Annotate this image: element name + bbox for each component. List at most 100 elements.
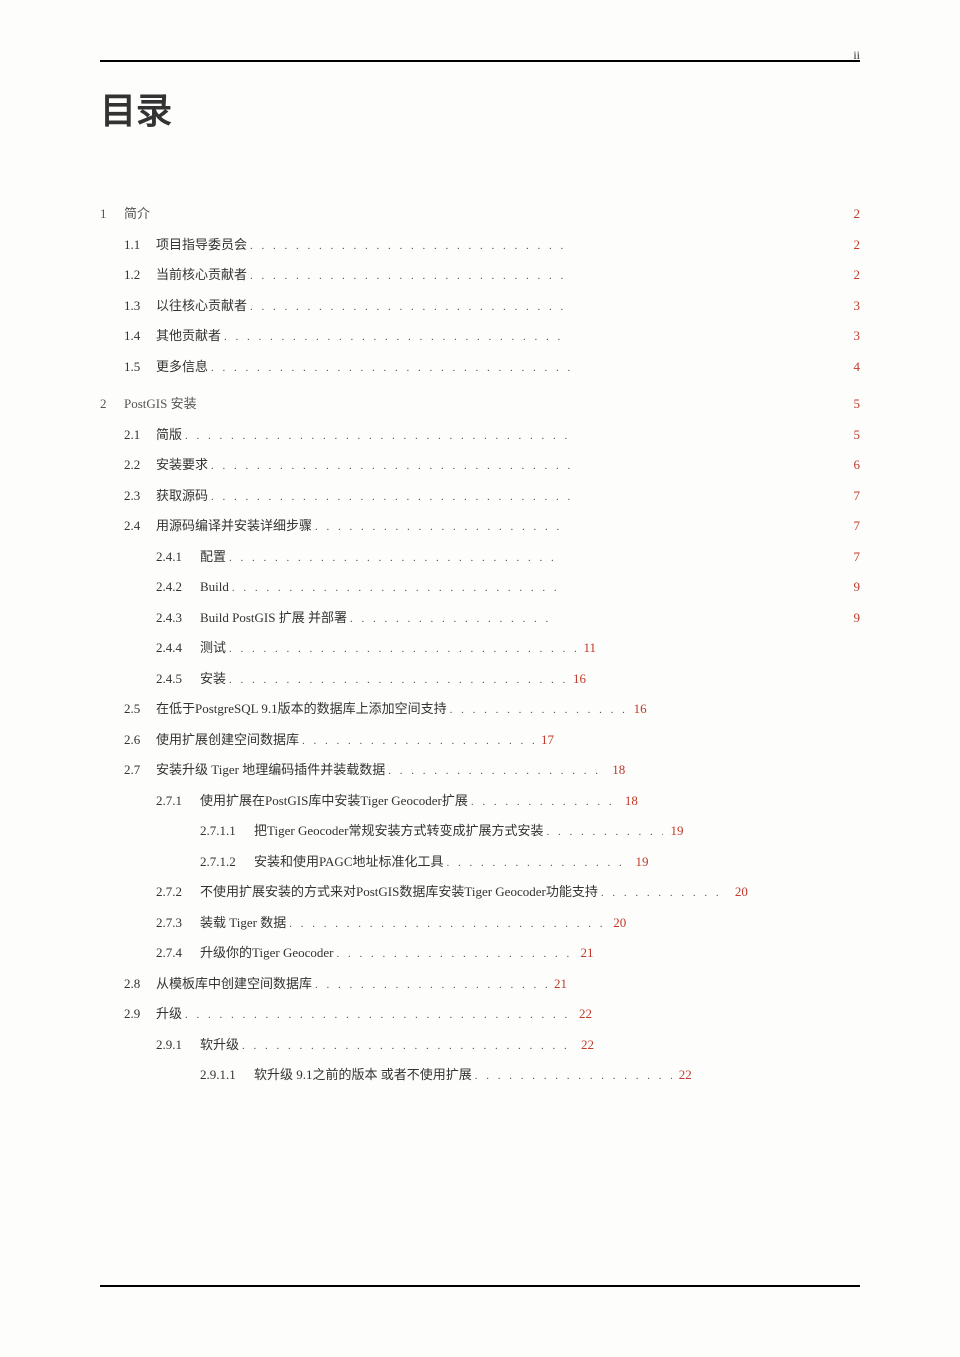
toc-entry: 2.7.2不使用扩展安装的方式来对PostGIS数据库安装Tiger Geoco… (100, 882, 860, 902)
toc-page-ref[interactable]: 21 (573, 943, 593, 963)
toc-entry-title[interactable]: 从模板库中创建空间数据库 (156, 974, 312, 994)
dot-leader: . . . . . . . . . . . . . . . . . . . . … (447, 702, 627, 719)
toc-entry: 2.9.1软升级 . . . . . . . . . . . . . . . .… (100, 1035, 860, 1055)
toc-entry-title[interactable]: 使用扩展在PostGIS库中安装Tiger Geocoder扩展 (200, 791, 468, 811)
toc-page-ref[interactable]: 2 (840, 265, 860, 285)
toc-page-ref[interactable]: 7 (840, 547, 860, 567)
toc-entry-title[interactable]: 软升级 9.1之前的版本 或者不使用扩展 (254, 1065, 472, 1085)
toc-page-ref[interactable]: 11 (576, 638, 596, 658)
toc-entry-title[interactable]: 简版 (156, 425, 182, 445)
toc-entry-title[interactable]: 不使用扩展安装的方式来对PostGIS数据库安装Tiger Geocoder功能… (200, 882, 598, 902)
toc-entry-title[interactable]: 在低于PostgreSQL 9.1版本的数据库上添加空间支持 (156, 699, 447, 719)
toc-page-ref[interactable]: 2 (840, 204, 860, 224)
toc-entry-title[interactable]: 测试 (200, 638, 226, 658)
toc-entry-title[interactable]: 配置 (200, 547, 226, 567)
dot-leader: . . . . . . . . . . . . . . . . . . . . … (312, 977, 547, 994)
chapter-title[interactable]: 简介 (124, 204, 150, 224)
dot-leader: . . . . . . . . . . . . . . . . . . . . … (468, 794, 618, 811)
toc-entry-number: 2.1 (124, 425, 156, 445)
toc-entry-title[interactable]: 用源码编译并安装详细步骤 (156, 516, 312, 536)
toc-page-ref[interactable]: 2 (840, 235, 860, 255)
page-container: ii 目录 1简介21.1项目指导委员会 . . . . . . . . . .… (0, 0, 960, 1357)
dot-leader: . . . . . . . . . . . . . . . . . . . . … (226, 672, 566, 689)
toc-page-ref[interactable]: 22 (672, 1065, 692, 1085)
toc-entry-title[interactable]: 使用扩展创建空间数据库 (156, 730, 299, 750)
toc-page-ref[interactable]: 3 (840, 296, 860, 316)
toc-entry: 2.7.1.1把Tiger Geocoder常规安装方式转变成扩展方式安装 . … (100, 821, 860, 841)
toc-entry-title[interactable]: 安装升级 Tiger 地理编码插件并装载数据 (156, 760, 385, 780)
toc-entry-number: 2.7.4 (156, 943, 200, 963)
dot-leader: . . . . . . . . . . . . . . . . . . . . … (239, 1038, 574, 1055)
toc-page-ref[interactable]: 3 (840, 326, 860, 346)
toc-page-ref[interactable]: 18 (618, 791, 638, 811)
toc-page-ref[interactable]: 22 (572, 1004, 592, 1024)
toc-entry-title[interactable]: 安装要求 (156, 455, 208, 475)
toc-page-ref[interactable]: 20 (728, 882, 748, 902)
toc-page-ref[interactable]: 17 (534, 730, 554, 750)
toc-entry-title[interactable]: 升级你的Tiger Geocoder (200, 943, 333, 963)
toc-entry: 1.2当前核心贡献者 . . . . . . . . . . . . . . .… (100, 265, 860, 285)
toc-entry-title[interactable]: 把Tiger Geocoder常规安装方式转变成扩展方式安装 (254, 821, 543, 841)
toc-entry: 2.2安装要求 . . . . . . . . . . . . . . . . … (100, 455, 860, 475)
toc-entry: 2.9升级 . . . . . . . . . . . . . . . . . … (100, 1004, 860, 1024)
dot-leader: . . . . . . . . . . . . . . . . . . . . … (182, 428, 572, 445)
toc-entry: 2.8从模板库中创建空间数据库 . . . . . . . . . . . . … (100, 974, 860, 994)
toc-entry-title[interactable]: 安装 (200, 669, 226, 689)
toc-page-ref[interactable]: 21 (547, 974, 567, 994)
toc-entry-title[interactable]: 更多信息 (156, 357, 208, 377)
dot-leader: . . . . . . . . . . . . . . . . . . . . … (208, 360, 570, 377)
toc-page-ref[interactable]: 22 (574, 1035, 594, 1055)
toc-page-ref[interactable]: 18 (605, 760, 625, 780)
toc-entry: 2.7.4升级你的Tiger Geocoder . . . . . . . . … (100, 943, 860, 963)
toc-entry: 2.6使用扩展创建空间数据库 . . . . . . . . . . . . .… (100, 730, 860, 750)
toc-entry-title[interactable]: Build PostGIS 扩展 并部署 (200, 608, 347, 628)
toc-entry-title[interactable]: 以往核心贡献者 (156, 296, 247, 316)
toc-entry-title[interactable]: 当前核心贡献者 (156, 265, 247, 285)
toc-entry-number: 2.7.3 (156, 913, 200, 933)
toc-entry: 1.1项目指导委员会 . . . . . . . . . . . . . . .… (100, 235, 860, 255)
toc-entry-number: 2.8 (124, 974, 156, 994)
dot-leader: . . . . . . . . . . . . . . . . . . . . … (347, 611, 552, 628)
toc-entry-title[interactable]: 升级 (156, 1004, 182, 1024)
toc-page-ref[interactable]: 4 (840, 357, 860, 377)
toc-entry: 2.4.1配置 . . . . . . . . . . . . . . . . … (100, 547, 860, 567)
toc-entry-number: 1.2 (124, 265, 156, 285)
toc-page-ref[interactable]: 19 (663, 821, 683, 841)
dot-leader: . . . . . . . . . . . . . . . . . . . . … (247, 299, 567, 316)
toc-page-ref[interactable]: 9 (840, 608, 860, 628)
toc-entry: 2.7安装升级 Tiger 地理编码插件并装载数据 . . . . . . . … (100, 760, 860, 780)
toc-page-ref[interactable]: 7 (840, 486, 860, 506)
toc-entry: 2.1简版 . . . . . . . . . . . . . . . . . … (100, 425, 860, 445)
toc-entry-number: 2.4.5 (156, 669, 200, 689)
toc-entry-title[interactable]: 装载 Tiger 数据 (200, 913, 286, 933)
toc-entry-title[interactable]: 获取源码 (156, 486, 208, 506)
toc-entry-title[interactable]: Build (200, 577, 229, 597)
toc-page-ref[interactable]: 20 (606, 913, 626, 933)
dot-leader: . . . . . . . . . . . . . . . . . . . . … (208, 489, 570, 506)
toc-entry-title[interactable]: 其他贡献者 (156, 326, 221, 346)
dot-leader: . . . . . . . . . . . . . . . . . . . . … (286, 916, 606, 933)
toc-page-ref[interactable]: 6 (840, 455, 860, 475)
toc-page-ref[interactable]: 9 (840, 577, 860, 597)
toc-entry-number: 2.4.4 (156, 638, 200, 658)
toc-entry-number: 2.4 (124, 516, 156, 536)
toc-entry: 1.5更多信息 . . . . . . . . . . . . . . . . … (100, 357, 860, 377)
chapter-number: 1 (100, 204, 124, 224)
dot-leader: . . . . . . . . . . . . . . . . . . . . … (385, 763, 605, 780)
toc-entry-title[interactable]: 软升级 (200, 1035, 239, 1055)
chapter-title[interactable]: PostGIS 安装 (124, 394, 197, 414)
toc-entry-title[interactable]: 项目指导委员会 (156, 235, 247, 255)
toc-page-ref[interactable]: 16 (627, 699, 647, 719)
toc-entry: 2.4.2Build . . . . . . . . . . . . . . .… (100, 577, 860, 597)
toc-page-ref[interactable]: 19 (628, 852, 648, 872)
dot-leader: . . . . . . . . . . . . . . . . . . . . … (443, 855, 628, 872)
toc-page-ref[interactable]: 5 (840, 425, 860, 445)
dot-leader: . . . . . . . . . . . . . . . . . . . . … (472, 1068, 672, 1085)
toc-chapter: 1简介 2 (100, 204, 860, 224)
toc-page-ref[interactable]: 5 (840, 394, 860, 414)
toc-entry: 2.4.4测试 . . . . . . . . . . . . . . . . … (100, 638, 860, 658)
toc-page-ref[interactable]: 7 (840, 516, 860, 536)
toc-page-ref[interactable]: 16 (566, 669, 586, 689)
toc-entry-title[interactable]: 安装和使用PAGC地址标准化工具 (254, 852, 443, 872)
toc-entry-number: 2.9.1.1 (200, 1065, 254, 1085)
